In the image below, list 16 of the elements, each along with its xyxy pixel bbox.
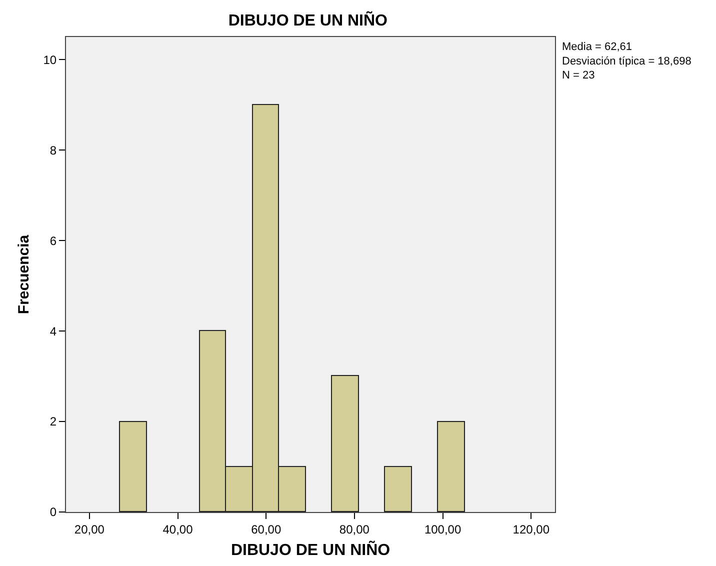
y-tick-label: 4	[50, 324, 57, 338]
x-tick-label: 100,00	[424, 522, 462, 536]
x-tick-label: 120,00	[512, 522, 550, 536]
x-tick-label: 60,00	[251, 522, 282, 536]
y-tick-label: 0	[50, 505, 57, 520]
y-tick-label: 2	[50, 414, 57, 429]
y-tick-label: 6	[50, 234, 57, 248]
x-tick-label: 20,00	[74, 522, 105, 536]
text: Media = 62,61 Desviación típica = 18,698 N = 23	[562, 41, 692, 82]
y-axis-title: Frecuencia	[15, 234, 32, 314]
x-tick-label: 40,00	[162, 522, 194, 536]
y-tick-label: 10	[43, 52, 57, 67]
chart-title: DIBUJO DE UN NIÑO	[228, 10, 388, 30]
y-tick-label: 8	[50, 143, 57, 158]
x-tick-label: 80,00	[339, 522, 370, 536]
x-axis-title: DIBUJO DE UN NIÑO	[230, 540, 390, 560]
